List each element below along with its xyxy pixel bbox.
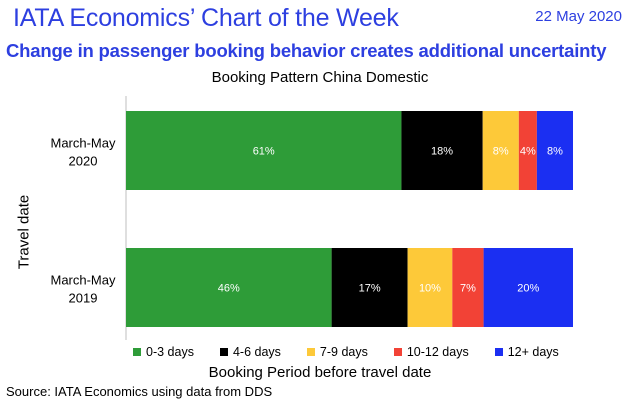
legend-swatch-4: [494, 348, 503, 356]
legend-swatch-1: [219, 348, 228, 356]
legend-label-4: 12+ days: [507, 345, 559, 359]
legend-item-3: 10-12 days: [393, 345, 469, 359]
legend-swatch-0: [133, 348, 141, 356]
source-note: Source: IATA Economics using data from D…: [6, 384, 273, 399]
bar-segment-0-3: [518, 111, 537, 190]
legend-label-1: 4-6 days: [232, 345, 281, 359]
data-label-0-1: 18%: [431, 146, 453, 158]
data-label-0-3: 4%: [520, 146, 536, 158]
category-label-1-0: March-May: [50, 273, 116, 288]
data-label-1-4: 20%: [517, 283, 539, 295]
bar-segment-1-3: [452, 248, 484, 327]
legend-label-3: 10-12 days: [406, 345, 469, 359]
bar-segment-0-2: [482, 111, 519, 190]
legend-item-4: 12+ days: [494, 345, 559, 359]
data-label-1-3: 7%: [460, 283, 476, 295]
data-label-0-0: 61%: [253, 146, 275, 158]
data-label-0-4: 8%: [547, 146, 563, 158]
legend-swatch-2: [306, 348, 315, 356]
chart-subtitle: Change in passenger booking behavior cre…: [6, 40, 607, 61]
data-label-1-0: 46%: [218, 283, 240, 295]
category-label-0-1: 2020: [69, 154, 98, 169]
bar-segment-0-1: [401, 111, 483, 190]
chart-legend: 0-3 days 4-6 days 7-9 days 10-12 days 12+ da…: [133, 345, 585, 359]
bar-segment-1-2: [407, 248, 453, 327]
header-date: 22 May 2020: [535, 8, 622, 25]
x-axis-label: Booking Period before travel date: [208, 364, 432, 381]
data-label-1-1: 17%: [359, 283, 381, 295]
data-label-1-2: 10%: [419, 283, 441, 295]
header-title: IATA Economics’ Chart of the Week: [13, 4, 399, 32]
chart-title: Booking Pattern China Domestic: [211, 69, 429, 86]
bar-segment-0-4: [536, 111, 573, 190]
legend-label-0: 0-3 days: [146, 345, 194, 359]
bar-segment-1-4: [483, 248, 573, 327]
bar-segment-1-1: [331, 248, 408, 327]
category-label-1-1: 2019: [69, 291, 98, 306]
category-label-0-0: March-May: [50, 136, 116, 151]
bar-segment-0-0: [126, 111, 402, 190]
legend-item-0: 0-3 days: [133, 345, 194, 359]
legend-swatch-3: [393, 348, 402, 356]
legend-label-2: 7-9 days: [319, 345, 368, 359]
legend-item-1: 4-6 days: [219, 345, 281, 359]
bar-segment-1-0: [126, 248, 332, 327]
data-label-0-2: 8%: [493, 146, 509, 158]
legend-item-2: 7-9 days: [306, 345, 368, 359]
